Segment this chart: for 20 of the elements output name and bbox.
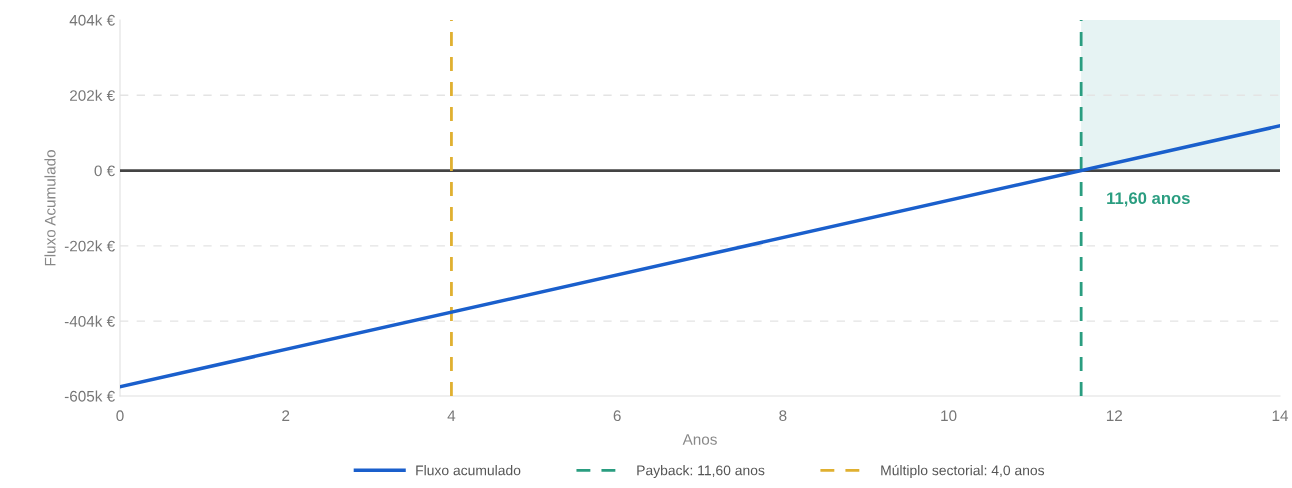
x-tick-label: 4	[447, 410, 456, 421]
x-tick-label: 0	[116, 410, 124, 422]
y-tick-label: -404k €	[64, 315, 115, 327]
x-tick-label: 2	[282, 410, 290, 421]
x-tick-label: 8	[779, 410, 787, 422]
legend-label: Fluxo acumulado	[416, 465, 521, 476]
y-tick-label: 202k €	[70, 89, 115, 101]
annotation: 11,60 anos	[1107, 192, 1190, 207]
x-tick-label: 14	[1272, 410, 1289, 421]
y-axis-title: Fluxo Acumulado	[44, 150, 56, 266]
x-tick-label: 10	[941, 410, 957, 422]
legend-label: Múltiplo sectorial: 4,0 anos	[881, 464, 1045, 479]
legend-label: Payback: 11,60 anos	[637, 465, 765, 479]
x-axis-title: Anos	[682, 434, 717, 445]
y-tick-label: 404k €	[69, 14, 115, 26]
y-tick-label: 0 €	[94, 165, 115, 177]
y-tick-label: -605k €	[64, 390, 115, 402]
y-tick-label: -202k €	[64, 240, 115, 252]
x-tick-label: 12	[1106, 410, 1123, 421]
x-tick-label: 6	[613, 410, 621, 422]
